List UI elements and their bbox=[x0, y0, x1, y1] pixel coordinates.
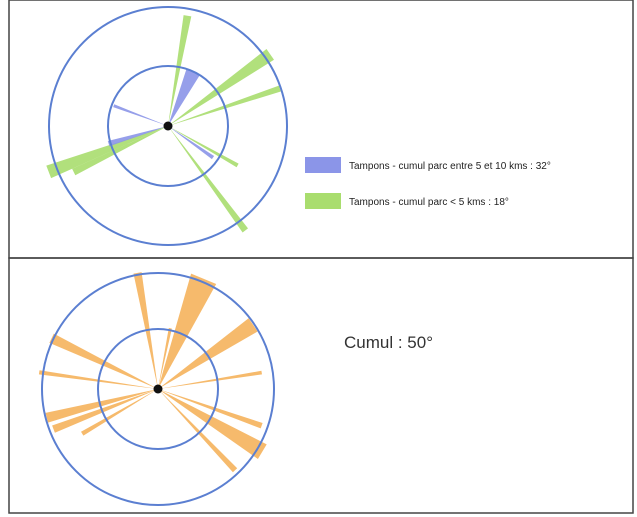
top-sector-group bbox=[46, 15, 281, 233]
top-sector-wedge bbox=[168, 68, 200, 126]
top-outer-circle bbox=[48, 6, 288, 246]
bottom-sector-wedge bbox=[158, 273, 217, 389]
top-sector-wedge bbox=[168, 49, 274, 126]
bottom-sector-wedge bbox=[81, 389, 158, 436]
top-sector-wedge bbox=[46, 126, 168, 179]
top-inner-circle bbox=[107, 65, 229, 187]
bottom-sector-wedge bbox=[158, 318, 258, 389]
legend-label-green: Tampons - cumul parc < 5 kms : 18° bbox=[349, 197, 509, 208]
bottom-outer-circle bbox=[41, 272, 275, 506]
bottom-sector-group bbox=[38, 272, 267, 473]
legend-swatch-blue bbox=[305, 157, 341, 173]
bottom-inner-circle bbox=[97, 328, 219, 450]
top-sector-wedge bbox=[168, 126, 215, 160]
bottom-sector-wedge bbox=[158, 389, 263, 429]
top-panel-frame bbox=[8, 0, 634, 259]
legend-label-blue: Tampons - cumul parc entre 5 et 10 kms :… bbox=[349, 161, 551, 172]
bottom-sector-wedge bbox=[158, 389, 238, 473]
bottom-center-dot bbox=[153, 384, 163, 394]
top-sector-wedge bbox=[113, 104, 168, 126]
bottom-sector-wedge bbox=[158, 327, 172, 389]
bottom-sector-wedge bbox=[52, 389, 158, 433]
bottom-sector-wedge bbox=[45, 389, 158, 423]
top-sector-wedge bbox=[168, 126, 248, 233]
top-sector-wedge bbox=[72, 126, 168, 176]
cumul-label: Cumul : 50° bbox=[344, 333, 433, 352]
bottom-sector-wedge bbox=[158, 389, 267, 459]
top-sector-wedge bbox=[168, 15, 192, 127]
legend-swatch-green bbox=[305, 193, 341, 209]
bottom-sector-wedge bbox=[158, 370, 262, 389]
top-sector-wedge bbox=[107, 126, 168, 147]
bottom-panel-frame bbox=[8, 257, 634, 514]
top-sector-wedge bbox=[168, 126, 239, 168]
top-center-dot bbox=[163, 121, 173, 131]
